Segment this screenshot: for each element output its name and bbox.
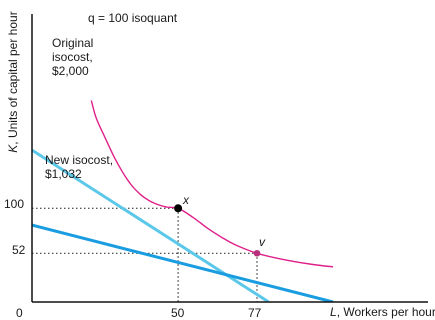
- point-label-x: x: [183, 193, 189, 207]
- isoquant-curve: [90, 100, 334, 268]
- y-tick-label-52: 52: [12, 243, 26, 257]
- point-v: [253, 249, 261, 257]
- y-tick-label-100: 100: [4, 197, 25, 211]
- axes: [31, 14, 428, 303]
- x-tick-label-0: 0: [16, 306, 23, 320]
- x-tick-label-50: 50: [171, 306, 185, 320]
- new-isocost-label: New isocost, $1,032: [45, 153, 114, 181]
- x-axis-title: L, Workers per hour: [330, 305, 435, 319]
- isoquant-label: q = 100 isoquant: [88, 11, 178, 25]
- original-isocost-label: Original isocost, $2,000: [52, 36, 94, 78]
- x-tick-label-77: 77: [248, 306, 262, 320]
- point-label-v: v: [259, 235, 265, 249]
- point-x: [174, 204, 183, 213]
- y-axis-title: K, Units of capital per hour: [6, 11, 20, 153]
- points: [174, 204, 261, 257]
- new-isocost-line: [32, 223, 334, 302]
